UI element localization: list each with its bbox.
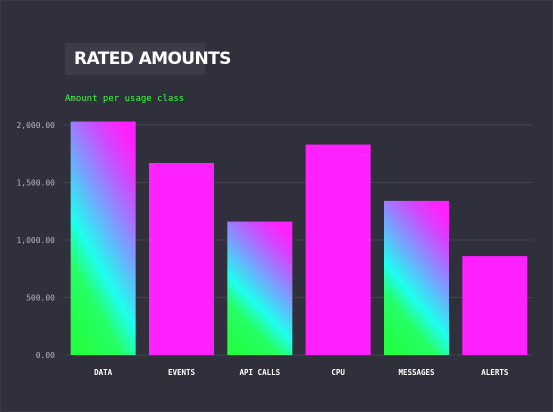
x-tick-label: API CALLS [240,368,281,377]
bar-data [70,121,136,355]
bar-api-calls [227,221,293,355]
x-tick-label: EVENTS [168,368,196,377]
label-layer: 0.00 500.00 1,000.00 1,500.00 2,000.00 DATA EV… [16,121,508,377]
bar-layer [70,121,528,355]
y-tick-label: 500.00 [26,294,55,303]
x-tick-label: CPU [331,368,345,377]
chart-title: RATED AMOUNTS [74,49,231,69]
bar-cpu [305,144,371,355]
bar-messages [384,200,449,355]
x-tick-label: ALERTS [481,368,509,377]
y-tick-label: 1,000.00 [16,236,55,245]
chart-title-box: RATED AMOUNTS [65,43,231,75]
grid-layer [63,124,533,356]
bar-events [149,162,214,355]
bar-alerts [462,256,528,355]
chart-subtitle: Amount per usage class [65,94,185,104]
y-tick-label: 1,500.00 [16,179,55,188]
x-tick-label: DATA [94,368,113,377]
y-tick-label: 0.00 [36,351,55,360]
x-tick-label: MESSAGES [398,368,435,377]
y-tick-label: 2,000.00 [16,121,55,130]
